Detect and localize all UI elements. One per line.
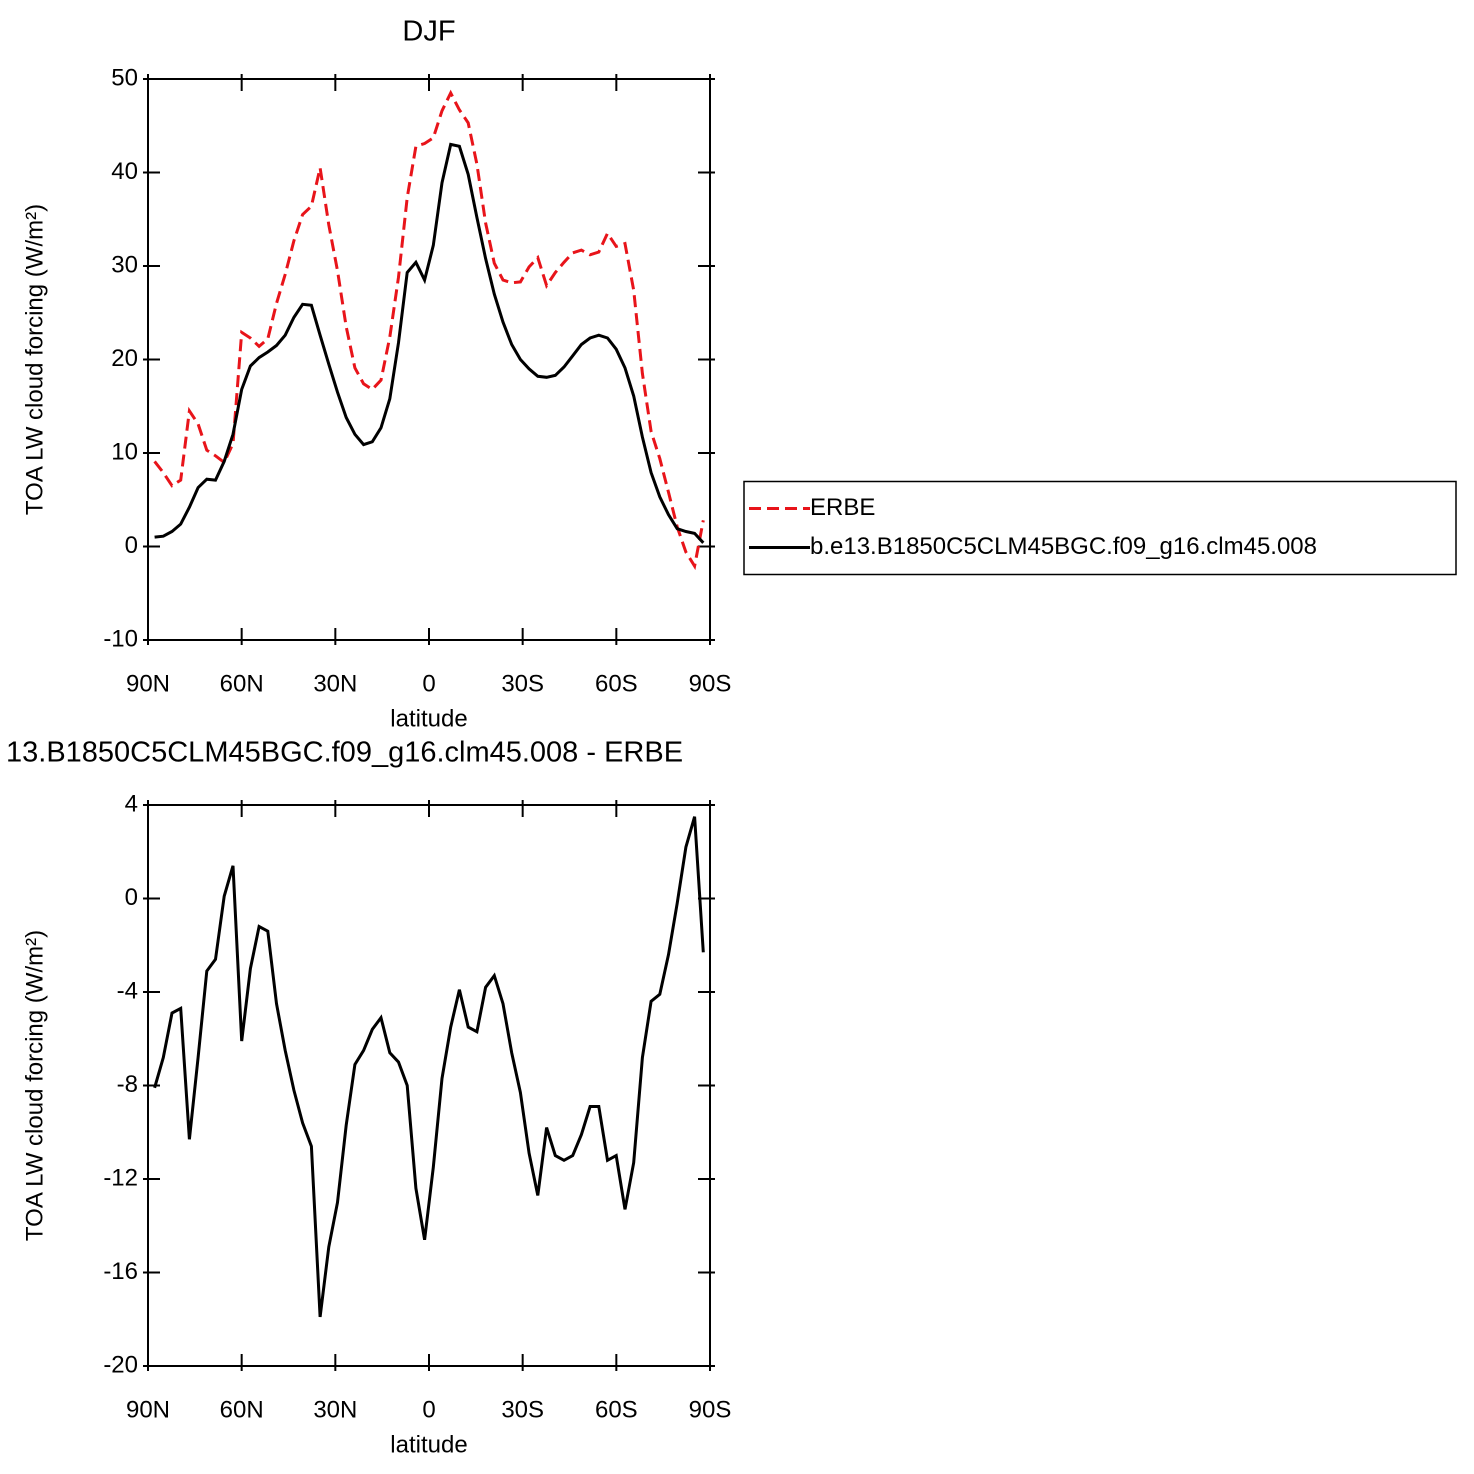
y-tick-label: 0 bbox=[125, 884, 138, 911]
y-tick-label: -20 bbox=[103, 1351, 138, 1378]
chart-title: 13.B1850C5CLM45BGC.f09_g16.clm45.008 - E… bbox=[6, 737, 683, 769]
legend-label: b.e13.B1850C5CLM45BGC.f09_g16.clm45.008 bbox=[810, 533, 1317, 560]
y-tick-label: -10 bbox=[103, 625, 138, 652]
x-tick-label: 30S bbox=[501, 1396, 544, 1423]
plot-frame bbox=[147, 804, 711, 1367]
data-line bbox=[154, 142, 705, 544]
data-line bbox=[153, 89, 705, 571]
x-tick-label: 0 bbox=[422, 670, 435, 697]
y-tick-label: -12 bbox=[103, 1164, 138, 1191]
x-tick-label: 60N bbox=[220, 1396, 264, 1423]
y-axis-label: TOA LW cloud forcing (W/m²) bbox=[21, 204, 48, 515]
y-tick-label: -8 bbox=[117, 1071, 138, 1098]
legend-box bbox=[743, 480, 1457, 576]
y-tick-label: -16 bbox=[103, 1258, 138, 1285]
x-tick-label: 30N bbox=[313, 670, 357, 697]
x-tick-label: 90S bbox=[689, 670, 732, 697]
x-tick-label: 60N bbox=[220, 670, 264, 697]
x-tick-label: 60S bbox=[595, 670, 638, 697]
chart-title: DJF bbox=[402, 16, 455, 48]
data-line bbox=[153, 816, 705, 1318]
y-axis-label: TOA LW cloud forcing (W/m²) bbox=[21, 930, 48, 1241]
y-tick-label: 4 bbox=[125, 790, 138, 817]
x-tick-label: 60S bbox=[595, 1396, 638, 1423]
y-tick-label: -4 bbox=[117, 977, 138, 1004]
y-tick-label: 0 bbox=[125, 532, 138, 559]
plot-frame bbox=[147, 78, 711, 641]
y-tick-label: 50 bbox=[111, 64, 138, 91]
x-tick-label: 90S bbox=[689, 1396, 732, 1423]
x-tick-label: 90N bbox=[126, 670, 170, 697]
x-axis-label: latitude bbox=[390, 1431, 467, 1458]
y-tick-label: 30 bbox=[111, 251, 138, 278]
legend-label: ERBE bbox=[810, 494, 875, 521]
x-tick-label: 90N bbox=[126, 1396, 170, 1423]
x-tick-label: 30N bbox=[313, 1396, 357, 1423]
x-axis-label: latitude bbox=[390, 705, 467, 732]
y-tick-label: 40 bbox=[111, 158, 138, 185]
x-tick-label: 0 bbox=[422, 1396, 435, 1423]
y-tick-label: 10 bbox=[111, 438, 138, 465]
y-tick-label: 20 bbox=[111, 345, 138, 372]
x-tick-label: 30S bbox=[501, 670, 544, 697]
